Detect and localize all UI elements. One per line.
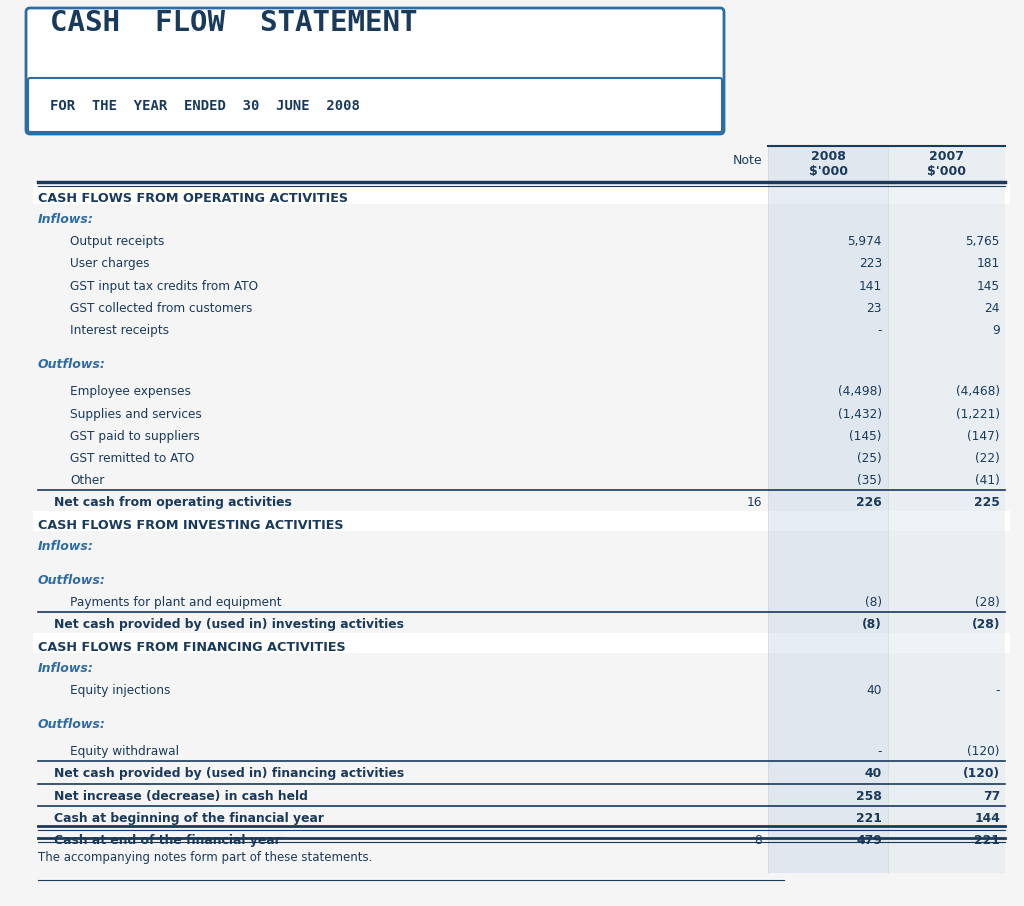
Text: (8): (8) (865, 596, 882, 609)
Text: Net cash from operating activities: Net cash from operating activities (54, 496, 292, 509)
Text: 23: 23 (866, 302, 882, 315)
Text: Inflows:: Inflows: (38, 661, 94, 675)
Text: GST remitted to ATO: GST remitted to ATO (70, 452, 195, 465)
Text: Outflows:: Outflows: (38, 718, 105, 731)
Text: 223: 223 (859, 257, 882, 271)
Text: (1,432): (1,432) (838, 408, 882, 420)
Bar (888, 146, 1005, 873)
Text: (120): (120) (968, 746, 1000, 758)
Text: 5,974: 5,974 (848, 236, 882, 248)
Text: 221: 221 (974, 834, 1000, 847)
Text: (28): (28) (972, 619, 1000, 631)
Text: (22): (22) (975, 452, 1000, 465)
Text: Equity withdrawal: Equity withdrawal (70, 746, 179, 758)
Text: 8: 8 (755, 834, 762, 847)
Text: Net cash provided by (used in) investing activities: Net cash provided by (used in) investing… (54, 619, 404, 631)
Text: 2008: 2008 (811, 150, 846, 163)
Text: CASH FLOWS FROM INVESTING ACTIVITIES: CASH FLOWS FROM INVESTING ACTIVITIES (38, 519, 343, 532)
Text: FOR  THE  YEAR  ENDED  30  JUNE  2008: FOR THE YEAR ENDED 30 JUNE 2008 (50, 99, 359, 113)
Text: (41): (41) (975, 474, 1000, 487)
Text: 16: 16 (746, 496, 762, 509)
Text: GST collected from customers: GST collected from customers (70, 302, 252, 315)
Text: Net increase (decrease) in cash held: Net increase (decrease) in cash held (54, 790, 308, 803)
Text: Cash at beginning of the financial year: Cash at beginning of the financial year (54, 812, 324, 824)
Text: 141: 141 (859, 280, 882, 293)
Bar (768, 184, 888, 205)
Text: -: - (878, 324, 882, 337)
Text: (8): (8) (862, 619, 882, 631)
Text: The accompanying notes form part of these statements.: The accompanying notes form part of thes… (38, 852, 373, 864)
Bar (33, 511, 1010, 531)
Text: CASH FLOWS FROM FINANCING ACTIVITIES: CASH FLOWS FROM FINANCING ACTIVITIES (38, 641, 346, 653)
Text: 40: 40 (866, 684, 882, 697)
Bar (768, 511, 888, 531)
FancyBboxPatch shape (28, 78, 722, 132)
Text: (4,468): (4,468) (955, 385, 1000, 399)
Text: $'000: $'000 (927, 165, 966, 178)
Text: Equity injections: Equity injections (70, 684, 170, 697)
Text: 24: 24 (984, 302, 1000, 315)
Text: 144: 144 (974, 812, 1000, 824)
Text: 225: 225 (974, 496, 1000, 509)
Text: 479: 479 (856, 834, 882, 847)
Text: Supplies and services: Supplies and services (70, 408, 202, 420)
Text: Note: Note (732, 154, 762, 167)
Text: Outflows:: Outflows: (38, 358, 105, 371)
Text: $'000: $'000 (809, 165, 848, 178)
Text: Interest receipts: Interest receipts (70, 324, 169, 337)
Text: Output receipts: Output receipts (70, 236, 165, 248)
Text: 221: 221 (856, 812, 882, 824)
Text: Inflows:: Inflows: (38, 213, 94, 226)
Text: (1,221): (1,221) (955, 408, 1000, 420)
Bar (768, 632, 888, 653)
Text: Cash at end of the financial year: Cash at end of the financial year (54, 834, 281, 847)
Text: GST paid to suppliers: GST paid to suppliers (70, 429, 200, 443)
Text: 2007: 2007 (929, 150, 964, 163)
Text: Employee expenses: Employee expenses (70, 385, 190, 399)
Text: Net cash provided by (used in) financing activities: Net cash provided by (used in) financing… (54, 767, 404, 780)
Bar (33, 632, 1010, 653)
Text: User charges: User charges (70, 257, 150, 271)
Text: (145): (145) (850, 429, 882, 443)
Text: 181: 181 (977, 257, 1000, 271)
Text: (120): (120) (963, 767, 1000, 780)
Text: (147): (147) (968, 429, 1000, 443)
Text: CASH  FLOW  STATEMENT: CASH FLOW STATEMENT (50, 9, 418, 37)
Text: GST input tax credits from ATO: GST input tax credits from ATO (70, 280, 258, 293)
Text: CASH FLOWS FROM OPERATING ACTIVITIES: CASH FLOWS FROM OPERATING ACTIVITIES (38, 192, 348, 205)
Text: Outflows:: Outflows: (38, 574, 105, 587)
Bar (888, 511, 1005, 531)
Text: -: - (878, 746, 882, 758)
Text: Payments for plant and equipment: Payments for plant and equipment (70, 596, 282, 609)
Bar (33, 184, 1010, 205)
Text: -: - (995, 684, 1000, 697)
Text: Other: Other (70, 474, 104, 487)
Text: (25): (25) (857, 452, 882, 465)
FancyBboxPatch shape (26, 8, 724, 134)
Bar (888, 184, 1005, 205)
Bar (768, 146, 888, 873)
Text: Inflows:: Inflows: (38, 540, 94, 553)
Text: 5,765: 5,765 (966, 236, 1000, 248)
Bar (888, 632, 1005, 653)
Text: 9: 9 (992, 324, 1000, 337)
Text: (35): (35) (857, 474, 882, 487)
Text: (4,498): (4,498) (838, 385, 882, 399)
Text: 40: 40 (864, 767, 882, 780)
Text: 258: 258 (856, 790, 882, 803)
Text: 145: 145 (977, 280, 1000, 293)
Text: (28): (28) (975, 596, 1000, 609)
Text: 77: 77 (983, 790, 1000, 803)
Text: 226: 226 (856, 496, 882, 509)
